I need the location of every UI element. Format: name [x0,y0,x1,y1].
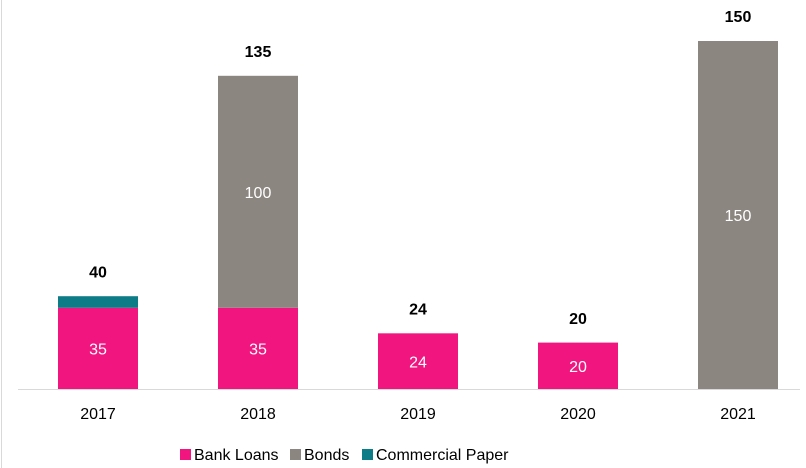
x-tick-label: 2020 [560,406,596,423]
bar-segment [218,307,298,389]
legend-label: Commercial Paper [376,447,509,464]
bar-segment [58,296,138,308]
segment-label: 150 [725,208,752,225]
legend-swatch [180,449,191,460]
legend-swatch [290,449,301,460]
total-label: 40 [89,264,107,281]
bar-segment [378,333,458,389]
bar-segment [218,75,298,308]
bar-segment [538,342,618,389]
legend-swatch [362,449,373,460]
legend-label: Bank Loans [194,447,279,464]
x-tick-label: 2021 [720,406,756,423]
total-label: 135 [245,44,272,61]
total-label: 20 [569,311,587,328]
legend-label: Bonds [304,447,349,464]
x-tick-label: 2018 [240,406,276,423]
bar-segment [698,41,778,389]
total-label: 150 [725,9,752,26]
total-label: 24 [409,302,427,319]
x-tick-label: 2019 [400,406,436,423]
x-tick-label: 2017 [80,406,116,423]
segment-label: 24 [409,354,427,371]
segment-label: 35 [249,342,267,359]
segment-label: 20 [569,359,587,376]
segment-label: 35 [89,342,107,359]
bar-segment [58,307,138,389]
segment-label: 100 [245,185,272,202]
